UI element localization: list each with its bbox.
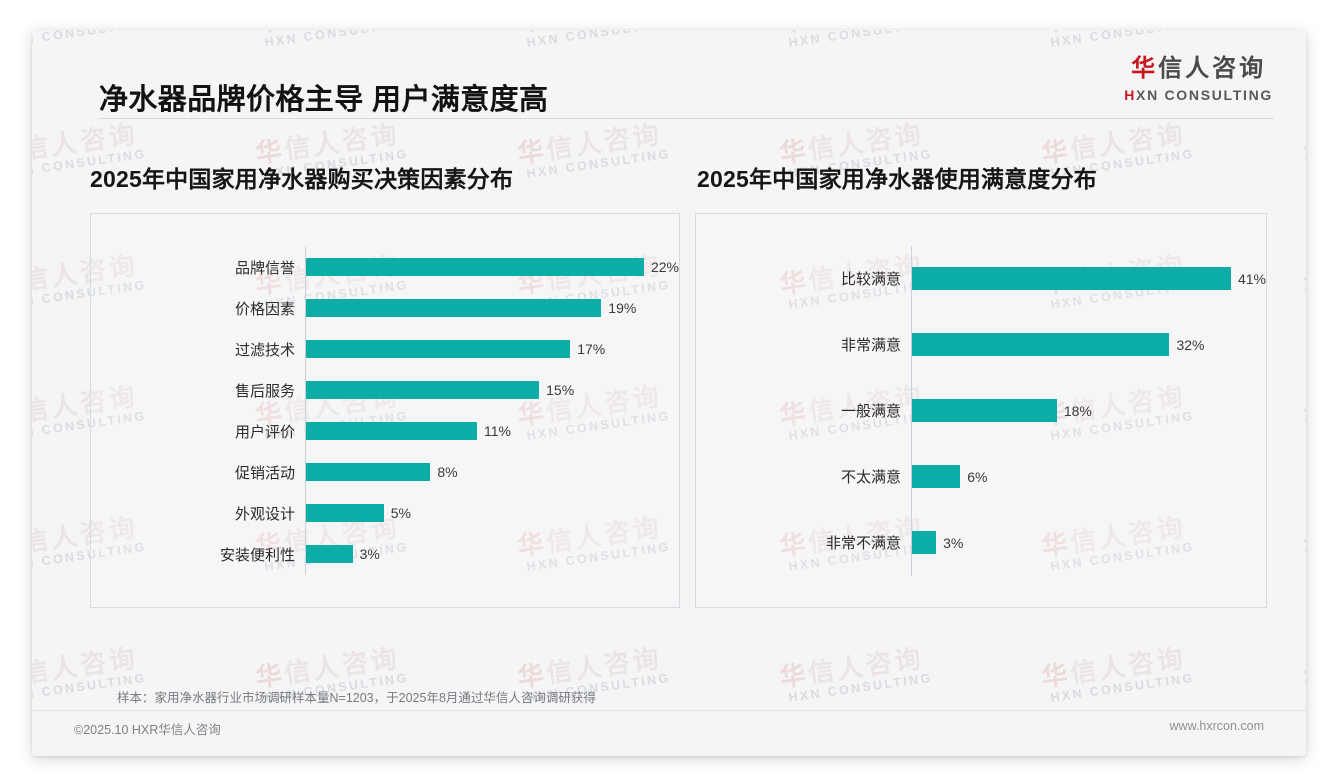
- footer-divider: [32, 710, 1306, 711]
- bar-track: 32%: [911, 311, 1266, 378]
- logo-cn-red-char: 华: [1131, 55, 1159, 82]
- bar-track: 3%: [911, 509, 1266, 576]
- bar-category-label: 价格因素: [234, 300, 295, 318]
- bar-category-label: 非常满意: [840, 337, 901, 354]
- bar-fill: [912, 399, 1057, 422]
- bar-fill: [306, 258, 644, 276]
- bar-value-label: 18%: [1063, 402, 1092, 419]
- bar-track: 15%: [305, 369, 679, 411]
- bar-category-label: 比较满意: [840, 271, 901, 288]
- bar-row: 比较满意 41%: [696, 245, 1266, 312]
- bar-fill: [912, 333, 1170, 356]
- bar-category-label: 一般满意: [840, 403, 901, 420]
- bar-value-label: 3%: [943, 534, 964, 551]
- bar-value-label: 8%: [437, 464, 458, 480]
- bar-category-label: 外观设计: [234, 505, 295, 523]
- bar-value-label: 5%: [390, 505, 411, 521]
- bar-fill: [306, 545, 353, 563]
- bar-fill: [912, 465, 961, 488]
- logo-english-text: HXN CONSULTING: [1124, 88, 1273, 102]
- plot-area-left: 品牌信誉 22% 价格因素 19% 过滤技术 17% 售后服务 15% 用户评价 11% 促销活动 8…: [91, 214, 679, 607]
- bar-value-label: 32%: [1176, 336, 1205, 353]
- logo-cn-rest: 信人咨询: [1158, 55, 1267, 82]
- chart-title-left: 2025年中国家用净水器购买决策因素分布: [90, 166, 514, 192]
- header-divider: [99, 118, 1274, 119]
- bar-row: 一般满意 18%: [696, 377, 1266, 444]
- bar-row: 售后服务 15%: [91, 369, 679, 411]
- company-logo: 华信人咨询 HXN CONSULTING: [1124, 57, 1273, 103]
- copyright-text: ©2025.10 HXR华信人咨询: [74, 723, 221, 737]
- bar-fill: [306, 422, 477, 440]
- bar-track: 6%: [911, 443, 1266, 510]
- bar-track: 11%: [305, 410, 679, 452]
- logo-chinese-text: 华信人咨询: [1124, 57, 1273, 81]
- bar-value-label: 15%: [546, 382, 575, 398]
- bar-fill: [306, 381, 540, 399]
- bar-fill: [306, 463, 431, 481]
- bar-category-label: 过滤技术: [234, 341, 295, 359]
- bar-value-label: 17%: [577, 341, 606, 357]
- bar-row: 品牌信誉 22%: [91, 246, 679, 288]
- chart-panel-left: 品牌信誉 22% 价格因素 19% 过滤技术 17% 售后服务 15% 用户评价 11% 促销活动 8…: [90, 213, 680, 608]
- charts-area: 2025年中国家用净水器购买决策因素分布 品牌信誉 22% 价格因素 19% 过滤技术 1…: [32, 30, 1306, 756]
- bar-row: 价格因素 19%: [91, 287, 679, 329]
- bar-fill: [912, 531, 937, 554]
- bar-value-label: 6%: [967, 468, 988, 485]
- bar-category-label: 非常不满意: [825, 535, 901, 552]
- bar-category-label: 安装便利性: [219, 546, 295, 564]
- bar-track: 17%: [305, 328, 679, 370]
- bar-row: 用户评价 11%: [91, 410, 679, 452]
- bar-row: 非常不满意 3%: [696, 509, 1266, 576]
- chart-purchase-factors: 2025年中国家用净水器购买决策因素分布 品牌信誉 22% 价格因素 19% 过滤技术 1…: [90, 160, 680, 608]
- slide-header: 净水器品牌价格主导 用户满意度高 华信人咨询 HXN CONSULTING: [32, 30, 1306, 130]
- logo-en-red-char: H: [1124, 87, 1137, 103]
- bar-row: 外观设计 5%: [91, 492, 679, 534]
- bar-category-label: 促销活动: [234, 464, 295, 482]
- bar-fill: [306, 299, 602, 317]
- bar-row: 过滤技术 17%: [91, 328, 679, 370]
- bar-value-label: 11%: [483, 423, 511, 439]
- logo-en-rest: XN CONSULTING: [1136, 87, 1273, 103]
- bar-row: 不太满意 6%: [696, 443, 1266, 510]
- page-title: 净水器品牌价格主导 用户满意度高: [99, 84, 549, 116]
- bar-category-label: 售后服务: [234, 382, 295, 400]
- bar-category-label: 用户评价: [234, 423, 295, 441]
- bar-track: 5%: [305, 492, 679, 534]
- chart-title-right: 2025年中国家用净水器使用满意度分布: [697, 166, 1097, 192]
- bar-category-label: 品牌信誉: [234, 259, 295, 277]
- bar-value-label: 3%: [359, 546, 380, 562]
- plot-area-right: 比较满意 41% 非常满意 32% 一般满意 18% 不太满意 6% 非常不满意 3%: [696, 214, 1266, 607]
- slide-canvas: 华信人咨询 HXN CONSULTING 华信人咨询 HXN CONSULTING华信…: [32, 30, 1306, 756]
- bar-fill: [306, 504, 384, 522]
- sample-footnote: 样本：家用净水器行业市场调研样本量N=1203，于2025年8月通过华信人咨询调…: [117, 691, 596, 705]
- bar-row: 促销活动 8%: [91, 451, 679, 493]
- bar-track: 3%: [305, 533, 679, 575]
- bar-category-label: 不太满意: [840, 469, 901, 486]
- bar-row: 非常满意 32%: [696, 311, 1266, 378]
- chart-satisfaction: 2025年中国家用净水器使用满意度分布 比较满意 41% 非常满意 32% 一般满意 18…: [695, 160, 1267, 608]
- bar-track: 41%: [911, 245, 1266, 312]
- bar-row: 安装便利性 3%: [91, 533, 679, 575]
- bar-track: 22%: [305, 246, 679, 288]
- bar-value-label: 41%: [1237, 270, 1266, 287]
- bar-track: 18%: [911, 377, 1266, 444]
- bar-value-label: 22%: [650, 259, 679, 275]
- bar-fill: [306, 340, 571, 358]
- bar-fill: [912, 267, 1231, 290]
- website-url[interactable]: www.hxrcon.com: [1169, 719, 1264, 733]
- chart-panel-right: 比较满意 41% 非常满意 32% 一般满意 18% 不太满意 6% 非常不满意 3%: [695, 213, 1267, 608]
- bar-track: 8%: [305, 451, 679, 493]
- bar-track: 19%: [305, 287, 679, 329]
- bar-value-label: 19%: [608, 300, 637, 316]
